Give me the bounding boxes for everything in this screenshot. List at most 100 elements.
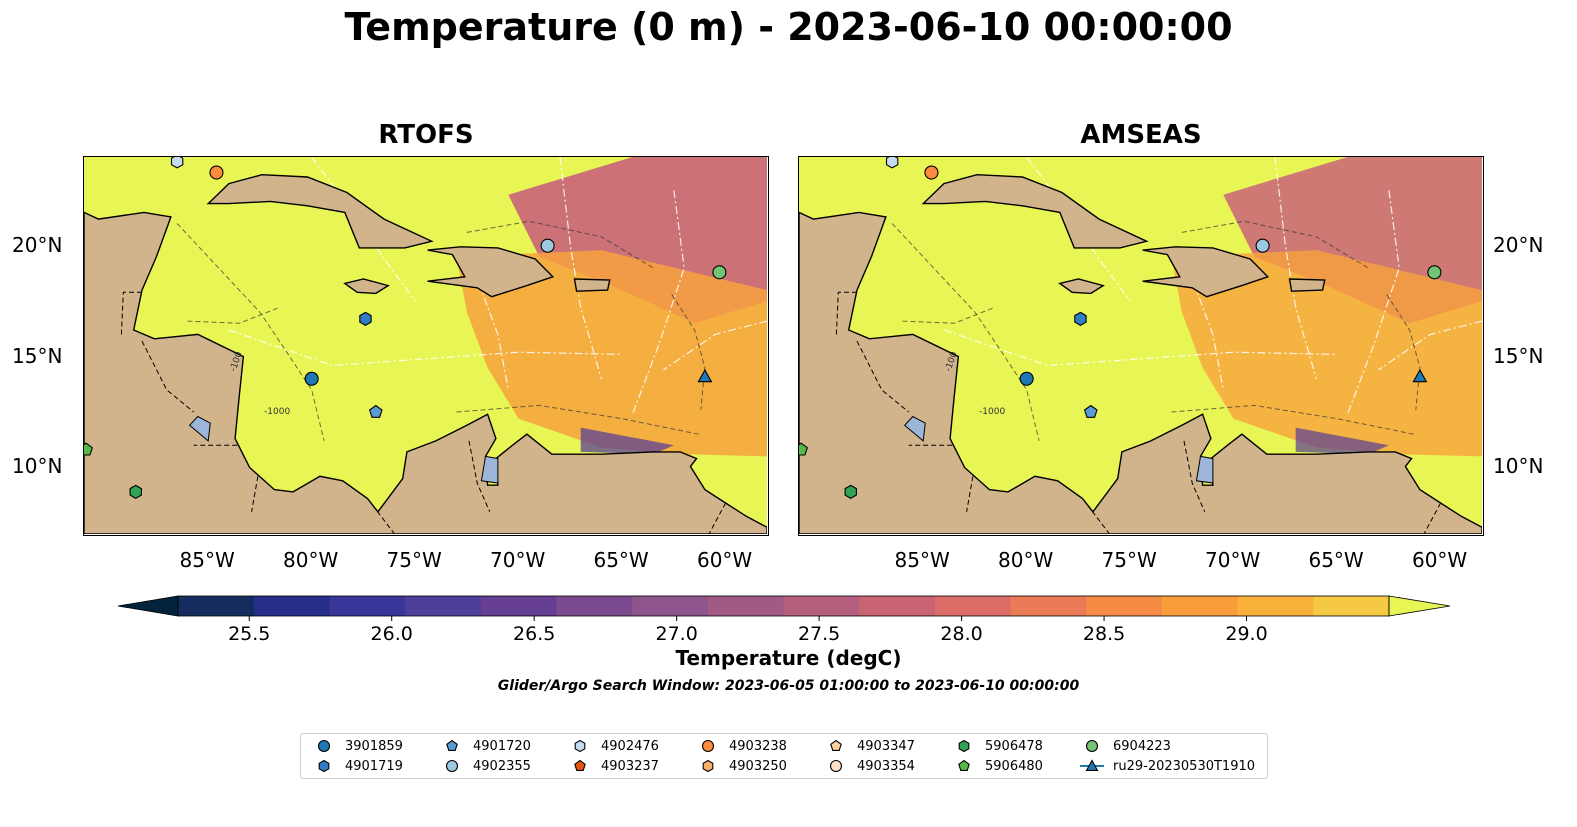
platform-5906480-marker	[84, 442, 93, 456]
legend-label: 4903347	[857, 738, 915, 754]
legend-label: 4902355	[473, 758, 531, 774]
eez-boundary	[1346, 190, 1400, 415]
legend-label: ru29-20230530T1910	[1113, 758, 1256, 774]
colorbar-bin	[1010, 596, 1087, 616]
legend-entry: 4901719	[311, 758, 403, 774]
bathymetry-contour	[902, 307, 994, 324]
eez-boundary	[1274, 157, 1317, 379]
colorbar-tick-label: 28.5	[1083, 623, 1125, 645]
legend-marker-icon	[317, 739, 331, 753]
legend-label: 4901719	[345, 758, 403, 774]
country-border	[856, 340, 910, 413]
bathymetry-contour	[891, 223, 1040, 442]
platform-4903238-marker	[924, 165, 939, 180]
land-jamaica	[343, 278, 390, 295]
land-puerto-rico	[1288, 278, 1326, 292]
lon-tick-label: 65°W	[1308, 548, 1364, 572]
platform-5906478-marker	[129, 484, 142, 500]
platform-4901719-marker	[1074, 311, 1087, 327]
land-hispaniola	[427, 246, 555, 298]
eez-boundary	[631, 190, 685, 415]
land-central-america	[799, 211, 1483, 535]
platform-4902355-marker	[540, 238, 555, 253]
legend-marker	[574, 739, 586, 753]
colorbar-bin	[178, 596, 255, 616]
colorbar-extend-low	[117, 595, 179, 617]
bathymetry-contour	[1181, 220, 1369, 269]
country-border	[251, 476, 259, 512]
legend-label: 6904223	[1113, 738, 1171, 754]
lon-tick-label: 60°W	[696, 548, 753, 572]
legend-marker-icon	[830, 739, 842, 751]
colorbar-tick-label: 26.0	[371, 623, 413, 645]
platform-6904223-marker	[1427, 265, 1442, 280]
land-hispaniola	[1142, 246, 1270, 298]
legend-marker-icon	[958, 759, 970, 771]
lake-nicaragua	[903, 415, 926, 442]
colorbar-bin	[1313, 596, 1390, 616]
colorbar-tick-label: 25.5	[228, 623, 270, 645]
legend-marker-icon	[701, 739, 715, 753]
legend-marker	[701, 739, 715, 753]
map-amseas: -1000 -100	[798, 156, 1484, 536]
colorbar-tick-label: 27.5	[798, 623, 840, 645]
legend-entry: 5906478	[951, 738, 1043, 754]
country-border	[468, 440, 491, 512]
colorbar-bin	[253, 596, 330, 616]
legend-entry: 4901720	[439, 738, 531, 754]
lon-tick-label: 85°W	[179, 548, 235, 572]
legend: 3901859 4901719 4901720 4902355 4902476 49032…	[300, 733, 1268, 779]
legend-marker	[317, 739, 331, 753]
legend-marker-icon	[574, 759, 586, 771]
eez-boundary	[663, 320, 768, 371]
platform-4901720-marker	[1083, 404, 1098, 418]
country-border	[1183, 440, 1206, 512]
legend-marker-icon	[958, 739, 970, 753]
land-central-america	[84, 211, 768, 535]
legend-label: 4903250	[729, 758, 787, 774]
colorbar-extend-high	[1388, 595, 1451, 617]
legend-label: 4902476	[601, 738, 659, 754]
legend-entry: 4902476	[567, 738, 659, 754]
colorbar-tick-label: 28.0	[940, 623, 982, 645]
colorbar-bin	[405, 596, 482, 616]
legend-label: 4903238	[729, 738, 787, 754]
lon-tick-label: 80°W	[283, 548, 339, 572]
lat-tick-label: 15°N	[1493, 343, 1544, 368]
lat-tick-label: 10°N	[12, 454, 63, 479]
lon-tick-label: 75°W	[386, 548, 442, 572]
lat-tick-label: 10°N	[1493, 454, 1544, 479]
legend-marker	[1085, 739, 1099, 753]
lon-tick-label: 85°W	[894, 548, 950, 572]
colorbar-bin	[632, 596, 709, 616]
lon-tick-label: 70°W	[490, 548, 546, 572]
bathymetry-contour	[466, 220, 654, 269]
platform-ru29-20230530T1910-marker	[697, 368, 713, 383]
legend-marker	[318, 759, 330, 773]
lat-tick-label: 15°N	[12, 343, 63, 368]
legend-entry: ru29-20230530T1910	[1079, 758, 1255, 774]
legend-entry: 5906480	[951, 758, 1043, 774]
bathymetry-contour	[176, 223, 325, 442]
legend-marker	[574, 759, 586, 771]
colorbar-bin	[556, 596, 633, 616]
platform-4903238-marker	[209, 165, 224, 180]
legend-label: 5906480	[985, 758, 1043, 774]
lon-tick-label: 70°W	[1205, 548, 1261, 572]
legend-marker-icon	[445, 759, 459, 773]
figure-title: Temperature (0 m) - 2023-06-10 00:00:00	[344, 5, 1233, 49]
colorbar-label: Temperature (degC)	[675, 646, 902, 670]
land-puerto-rico	[573, 278, 611, 292]
legend-label: 3901859	[345, 738, 403, 754]
country-border	[141, 340, 195, 413]
map-rtofs: -1000 -100	[83, 156, 769, 536]
legend-marker	[958, 739, 970, 753]
lake-maracaibo	[1195, 455, 1214, 484]
bathymetry-contour	[187, 307, 279, 324]
legend-entry: 4903347	[823, 738, 915, 754]
eez-boundary	[1378, 320, 1483, 371]
legend-entry: 4902355	[439, 758, 531, 774]
legend-marker	[446, 739, 458, 751]
country-border	[835, 291, 857, 337]
platform-4902476-marker	[170, 157, 184, 169]
